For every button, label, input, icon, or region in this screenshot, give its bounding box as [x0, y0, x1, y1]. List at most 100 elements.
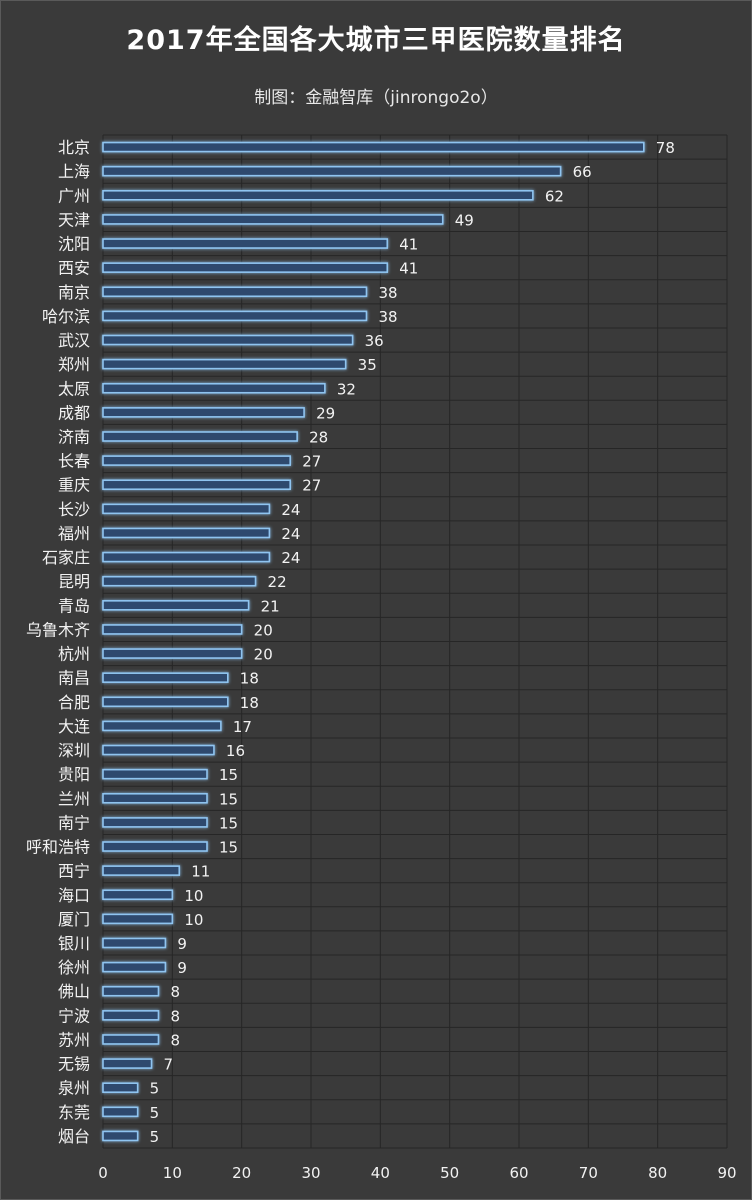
data-label: 15	[219, 814, 238, 832]
category-label: 厦门	[58, 910, 90, 929]
bar	[102, 358, 347, 370]
x-tick-label: 20	[232, 1164, 251, 1182]
data-label: 9	[177, 935, 187, 953]
bar	[102, 455, 291, 466]
category-label: 昆明	[58, 572, 90, 591]
data-label: 49	[455, 211, 474, 229]
category-label: 济南	[58, 427, 90, 446]
data-label: 5	[150, 1080, 160, 1098]
data-label: 35	[358, 356, 377, 374]
x-tick-label: 40	[371, 1164, 390, 1182]
data-labels: 7866624941413838363532292827272424242221…	[150, 139, 675, 1146]
bar	[102, 1082, 139, 1094]
bar	[102, 1034, 160, 1045]
category-label: 石家庄	[42, 548, 90, 567]
category-label: 上海	[58, 162, 90, 181]
bar	[102, 479, 291, 491]
bar	[102, 527, 271, 539]
data-label: 24	[281, 549, 300, 567]
bar	[102, 189, 534, 201]
bar	[102, 768, 208, 780]
bar	[102, 214, 444, 225]
data-label: 10	[184, 887, 203, 905]
bar	[102, 1010, 160, 1021]
x-tick-label: 30	[301, 1164, 320, 1182]
bar	[102, 744, 215, 756]
data-label: 29	[316, 404, 335, 422]
data-label: 32	[337, 380, 356, 398]
bar	[102, 1106, 139, 1118]
bar	[102, 865, 181, 876]
category-label: 福州	[58, 524, 90, 543]
category-label: 呼和浩特	[26, 838, 90, 857]
category-label: 烟台	[58, 1127, 90, 1146]
x-tick-label: 10	[163, 1164, 182, 1182]
bar	[102, 792, 208, 804]
bar	[102, 1130, 139, 1142]
category-label: 南宁	[58, 813, 90, 832]
data-label: 27	[302, 477, 321, 495]
category-labels: 北京上海广州天津沈阳西安南京哈尔滨武汉郑州太原成都济南长春重庆长沙福州石家庄昆明…	[26, 138, 90, 1146]
bar	[102, 817, 208, 828]
data-label: 24	[281, 525, 300, 543]
category-label: 杭州	[58, 645, 90, 664]
category-label: 西安	[58, 259, 90, 278]
data-label: 9	[177, 959, 187, 977]
bar	[102, 551, 271, 563]
bar	[102, 382, 326, 394]
bar	[102, 141, 645, 153]
bar	[102, 310, 368, 322]
category-label: 成都	[58, 403, 90, 422]
bar	[102, 600, 250, 611]
data-label: 36	[365, 332, 384, 350]
category-label: 苏州	[58, 1030, 90, 1049]
category-label: 银川	[58, 934, 90, 953]
category-label: 重庆	[58, 476, 90, 495]
data-label: 41	[399, 236, 418, 254]
bar	[102, 937, 167, 949]
category-label: 郑州	[58, 355, 90, 374]
bar	[102, 1058, 153, 1069]
bar	[102, 262, 389, 273]
data-label: 78	[656, 139, 675, 157]
category-label: 广州	[58, 186, 90, 205]
category-label: 徐州	[58, 958, 90, 977]
data-label: 28	[309, 428, 328, 446]
data-label: 38	[378, 308, 397, 326]
grid-lines	[102, 134, 728, 1149]
category-label: 兰州	[58, 789, 90, 808]
chart-subtitle: 制图：金融智库（jinrongo2o）	[254, 88, 498, 108]
data-label: 27	[302, 453, 321, 471]
bar	[102, 841, 208, 852]
data-label: 66	[573, 163, 592, 181]
data-label: 5	[150, 1128, 160, 1146]
data-label: 18	[240, 694, 259, 712]
x-tick-label: 50	[440, 1164, 459, 1182]
data-label: 8	[170, 1007, 180, 1025]
bar	[102, 624, 243, 635]
category-label: 大连	[58, 717, 90, 736]
category-label: 天津	[58, 210, 90, 229]
bar	[102, 648, 243, 659]
category-label: 佛山	[58, 982, 90, 1001]
data-label: 7	[164, 1056, 174, 1074]
data-label: 20	[254, 621, 273, 639]
bar	[102, 286, 368, 298]
category-label: 北京	[58, 138, 90, 157]
category-label: 长春	[58, 452, 90, 471]
bar	[102, 696, 229, 708]
category-label: 南京	[58, 283, 90, 302]
category-label: 武汉	[58, 331, 90, 350]
bar	[102, 913, 174, 925]
data-label: 21	[261, 597, 280, 615]
data-label: 8	[170, 983, 180, 1001]
category-label: 无锡	[58, 1055, 90, 1074]
category-label: 贵阳	[58, 765, 90, 784]
bar	[102, 431, 298, 442]
x-tick-label: 60	[509, 1164, 528, 1182]
category-label: 合肥	[58, 693, 90, 712]
category-label: 长沙	[58, 500, 90, 519]
bar	[102, 985, 160, 997]
data-label: 16	[226, 742, 245, 760]
data-label: 20	[254, 646, 273, 664]
